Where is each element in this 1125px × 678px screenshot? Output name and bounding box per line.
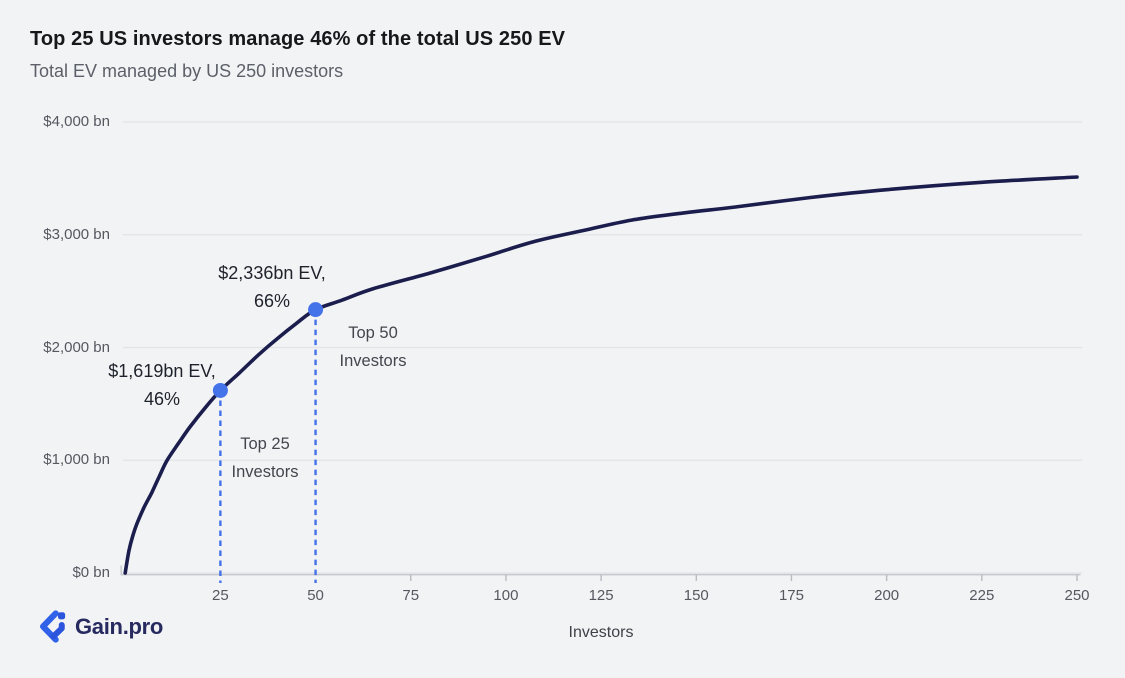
x-tick-label: 75 (402, 587, 420, 604)
x-tick-label: 200 (874, 587, 900, 604)
annotation-top25-label-line2: Investors (231, 463, 299, 481)
annotation-top25-value-line1: $1,619bn EV, (108, 361, 216, 381)
x-tick-label: 175 (778, 587, 804, 604)
marker-dot (308, 302, 324, 318)
x-tick-label: 250 (1064, 587, 1090, 604)
marker-dot (212, 382, 228, 398)
y-tick-label: $3,000 bn (43, 225, 110, 243)
annotation-top50-label-line1: Top 50 (348, 324, 398, 342)
gainpro-logo-icon (40, 610, 66, 643)
annotation-top25-label-line1: Top 25 (240, 435, 290, 453)
annotation-top25-value: $1,619bn EV, 46% (108, 357, 215, 413)
x-axis-title: Investors (568, 624, 634, 641)
annotation-top25-label: Top 25 Investors (232, 430, 299, 486)
annotation-top50-value-line2: 66% (253, 291, 291, 311)
gainpro-logo-text: Gain.pro (75, 613, 164, 639)
gainpro-logo: Gain.pro (37, 610, 163, 643)
annotation-top50-label-line2: Investors (339, 352, 407, 370)
y-tick-label: $4,000 bn (43, 113, 110, 130)
annotation-top50-label: Top 50 Investors (340, 319, 407, 375)
annotation-top25-value-line2: 46% (143, 389, 181, 409)
x-tick-label: 150 (683, 587, 709, 604)
page-title: Top 25 US investors manage 46% of the to… (30, 28, 566, 50)
x-tick-label: 25 (212, 587, 229, 604)
y-tick-label: $2,000 bn (43, 338, 110, 356)
y-tick-label: $0 bn (72, 564, 110, 581)
annotation-top50-value: $2,336bn EV, 66% (218, 259, 325, 315)
x-tick-label: 100 (493, 587, 519, 604)
x-tick-label: 125 (588, 587, 614, 604)
cumulative-ev-curve (123, 175, 1079, 575)
x-tick-label: 50 (307, 587, 324, 604)
page-subtitle: Total EV managed by US 250 investors (30, 61, 344, 81)
annotation-top50-value-line1: $2,336bn EV, (218, 263, 326, 283)
x-tick-label: 225 (969, 587, 995, 604)
y-tick-label: $1,000 bn (43, 451, 110, 469)
